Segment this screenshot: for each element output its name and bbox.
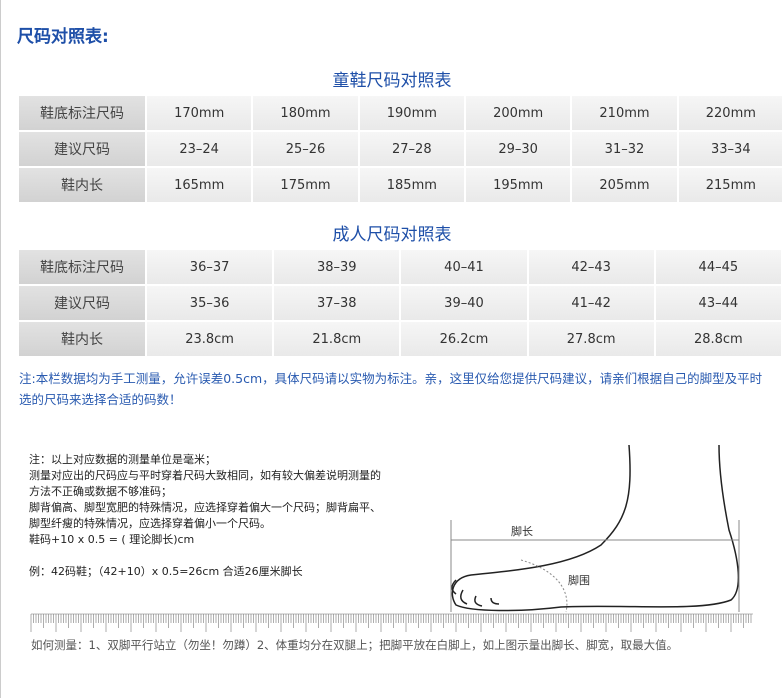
table-cell: 26.2cm (401, 322, 527, 356)
adult-size-table: 鞋底标注尺码 36–37 38–39 40–41 42–43 44–45 建议尺码 35–36… (17, 248, 782, 358)
table-cell: 43–44 (655, 286, 781, 320)
measurement-notes: 注：以上对应数据的测量单位是毫米； 测量对应出的尺码应与平时穿着尺码大致相同，如有… (29, 452, 381, 580)
table-cell: 27–28 (359, 132, 464, 166)
note-line: 脚背偏高、脚型宽肥的特殊情况，应选择穿着偏大一个尺码；脚背扁平、 (29, 501, 381, 514)
table-row: 建议尺码 35–36 37–38 39–40 41–42 43–44 (19, 286, 782, 320)
row-header: 建议尺码 (19, 132, 145, 166)
page-title: 尺码对照表: (17, 27, 109, 47)
row-header: 鞋内长 (19, 168, 145, 202)
foot-icon (451, 444, 740, 612)
table-cell: 31–32 (572, 132, 677, 166)
table-cell: 190mm (359, 96, 464, 130)
table-cell: 41–42 (528, 286, 654, 320)
table-cell: 210mm (572, 96, 677, 130)
table-cell: 195mm (465, 168, 571, 202)
table-cell: 37–38 (274, 286, 400, 320)
table-cell: 21.8cm (274, 322, 400, 356)
table-cell: 205mm (572, 168, 677, 202)
table-row: 鞋内长 23.8cm 21.8cm 26.2cm 27.8cm 28.8cm (19, 322, 782, 356)
table-row: 建议尺码 23–24 25–26 27–28 29–30 31–32 33–34 (19, 132, 782, 166)
note-line: 鞋码+10 x 0.5 = ( 理论脚长)cm (29, 533, 195, 546)
table-row: 鞋底标注尺码 170mm 180mm 190mm 200mm 210mm 220mm (19, 96, 782, 130)
foot-length-label: 脚长 (511, 524, 533, 538)
table-cell: 185mm (359, 168, 464, 202)
row-header: 鞋底标注尺码 (19, 250, 145, 284)
size-note: 注:本栏数据均为手工测量，允许误差0.5cm，具体尺码请以实物为标注。亲，这里仅… (19, 371, 763, 407)
table-cell: 44–45 (655, 250, 781, 284)
row-header: 鞋内长 (19, 322, 145, 356)
table-cell: 23–24 (147, 132, 252, 166)
table-cell: 28.8cm (655, 322, 781, 356)
table-cell: 180mm (253, 96, 358, 130)
how-to-measure: 如何测量：1、双脚平行站立（勿坐！勿蹲）2、体重均分在双腿上；把脚平放在白脚上，… (31, 638, 679, 652)
table-cell: 175mm (253, 168, 358, 202)
ruler (30, 613, 753, 632)
table-cell: 33–34 (678, 132, 782, 166)
note-line: 脚型纤瘦的特殊情况，应选择穿着偏小一个尺码。 (29, 517, 271, 530)
note-line: 方法不正确或数据不够准码； (29, 485, 172, 498)
table-cell: 40–41 (401, 250, 527, 284)
table-cell: 39–40 (401, 286, 527, 320)
table-cell: 27.8cm (528, 322, 654, 356)
adult-table-title: 成人尺码对照表 (332, 225, 452, 245)
table-cell: 215mm (678, 168, 782, 202)
table-cell: 42–43 (528, 250, 654, 284)
table-cell: 36–37 (147, 250, 273, 284)
foot-girth-label: 脚围 (568, 573, 590, 587)
table-cell: 200mm (465, 96, 571, 130)
row-header: 建议尺码 (19, 286, 145, 320)
table-cell: 23.8cm (147, 322, 273, 356)
table-row: 鞋底标注尺码 36–37 38–39 40–41 42–43 44–45 (19, 250, 782, 284)
note-line: 测量对应出的尺码应与平时穿着尺码大致相同，如有较大偏差说明测量的 (29, 469, 381, 482)
table-cell: 165mm (147, 168, 252, 202)
note-line: 注：以上对应数据的测量单位是毫米； (29, 453, 216, 466)
table-cell: 170mm (147, 96, 252, 130)
table-cell: 38–39 (274, 250, 400, 284)
row-header: 鞋底标注尺码 (19, 96, 145, 130)
kids-size-table: 鞋底标注尺码 170mm 180mm 190mm 200mm 210mm 220mm 建议尺码… (17, 94, 782, 204)
table-row: 鞋内长 165mm 175mm 185mm 195mm 205mm 215mm (19, 168, 782, 202)
kids-table-title: 童鞋尺码对照表 (332, 71, 452, 91)
table-cell: 220mm (678, 96, 782, 130)
table-cell: 29–30 (465, 132, 571, 166)
note-line: 例：42码鞋；（42+10）x 0.5=26cm 合适26厘米脚长 (29, 565, 303, 578)
table-cell: 25–26 (253, 132, 358, 166)
table-cell: 35–36 (147, 286, 273, 320)
